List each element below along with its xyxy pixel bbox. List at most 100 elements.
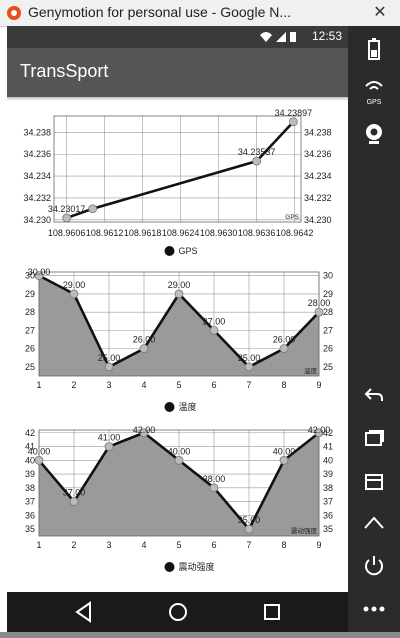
data-point (62, 213, 72, 223)
battery-widget-button[interactable] (348, 38, 400, 67)
x-tick-label: 1 (36, 540, 41, 550)
data-point (244, 362, 254, 372)
x-tick-label: 3 (106, 380, 111, 390)
y-tick-label-right: 35 (323, 524, 333, 534)
data-label: 40.00 (28, 446, 51, 456)
y-tick-label-left: 28 (25, 307, 35, 317)
x-tick-label: 6 (211, 380, 216, 390)
data-point (288, 117, 298, 127)
data-label: 26.00 (133, 335, 156, 345)
x-tick-label: 108.9618 (124, 228, 162, 238)
webcam-icon (366, 124, 382, 144)
sidebar-back-button[interactable] (348, 386, 400, 409)
legend-label: GPS (179, 246, 198, 256)
y-tick-label-left: 29 (25, 289, 35, 299)
window-close-button[interactable]: ✕ (373, 4, 387, 21)
data-label: 26.00 (273, 335, 296, 345)
y-tick-label-left: 25 (25, 362, 35, 372)
data-point (252, 156, 262, 166)
y-tick-label-right: 38 (323, 483, 333, 493)
data-point (34, 271, 44, 281)
home-icon[interactable] (165, 600, 191, 624)
data-label: 29.00 (168, 280, 191, 290)
x-tick-label: 5 (176, 540, 181, 550)
data-point (34, 455, 44, 465)
legend-label: 震动强度 (179, 561, 215, 572)
webcam-widget-button[interactable] (348, 122, 400, 151)
y-tick-label-left: 35 (25, 524, 35, 534)
y-tick-label-right: 27 (323, 325, 333, 335)
sidebar-power-button[interactable] (348, 554, 400, 583)
genymotion-sidebar: GPS (348, 26, 400, 638)
sidebar-recent-button[interactable] (348, 428, 400, 453)
x-tick-label: 108.9642 (276, 228, 314, 238)
x-tick-label: 5 (176, 380, 181, 390)
x-tick-label: 108.9636 (238, 228, 276, 238)
y-tick-label-right: 25 (323, 362, 333, 372)
data-label: 42.00 (133, 425, 156, 435)
gps-widget-button[interactable]: GPS (348, 80, 400, 106)
data-label: 29.00 (63, 280, 86, 290)
data-label: 34.23017 (48, 204, 86, 214)
x-tick-label: 6 (211, 540, 216, 550)
x-tick-label: 2 (71, 540, 76, 550)
data-label: 30.00 (28, 267, 51, 277)
y-tick-label-left: 34.234 (23, 171, 51, 181)
y-tick-label-left: 26 (25, 344, 35, 354)
y-tick-label-left: 34.236 (23, 149, 51, 159)
x-tick-label: 108.9624 (162, 228, 200, 238)
y-tick-label-right: 34.234 (304, 171, 332, 181)
x-tick-label: 7 (246, 540, 251, 550)
y-tick-label-left: 30 (25, 271, 35, 281)
back-icon[interactable] (71, 600, 97, 624)
y-tick-label-right: 37 (323, 497, 333, 507)
data-label: 40.00 (168, 446, 191, 456)
y-tick-label-left: 39 (25, 469, 35, 479)
sidebar-menu-button[interactable] (348, 472, 400, 497)
temperature-chart: 30.00 29.00 25.00 26.00 29.00 27.00 25.00 26.00… (7, 266, 348, 422)
x-tick-label: 9 (316, 380, 321, 390)
android-status-bar: 12:53 (7, 26, 348, 48)
y-tick-label-right: 34.236 (304, 149, 332, 159)
gps-widget-label: GPS (366, 99, 382, 106)
desktop-taskbar (0, 632, 400, 638)
area-fill (39, 275, 319, 376)
vibration-chart-svg: 40.00 37.00 41.00 42.00 40.00 38.00 35.00 40.00… (25, 425, 333, 572)
sidebar-recent-icon (365, 430, 384, 446)
data-point (174, 455, 184, 465)
series-corner-label: GPS (285, 214, 299, 221)
y-tick-label-right: 42 (323, 428, 333, 438)
y-tick-label-left: 27 (25, 325, 35, 335)
recent-apps-icon[interactable] (259, 600, 285, 624)
data-point (88, 204, 98, 214)
sidebar-home-icon (364, 516, 384, 529)
data-label: 41.00 (98, 433, 121, 443)
y-tick-label-right: 34.232 (304, 193, 332, 203)
y-tick-label-left: 34.238 (23, 127, 51, 137)
y-tick-label-left: 37 (25, 497, 35, 507)
signal-icon (276, 32, 286, 42)
area-fill (39, 432, 319, 536)
genymotion-app-icon (7, 6, 21, 20)
sidebar-home-button[interactable] (348, 514, 400, 537)
y-tick-label-right: 36 (323, 510, 333, 520)
data-point (139, 344, 149, 354)
vibration-chart: 40.00 37.00 41.00 42.00 40.00 38.00 35.00 40.00… (7, 424, 348, 582)
data-point (104, 362, 114, 372)
x-tick-label: 2 (71, 380, 76, 390)
data-point (314, 428, 324, 438)
power-icon (365, 556, 383, 576)
battery-widget-icon (368, 38, 380, 60)
data-point (279, 455, 289, 465)
sidebar-more-button[interactable] (348, 600, 400, 618)
legend-marker (164, 562, 175, 572)
data-point (139, 428, 149, 438)
y-tick-label-right: 41 (323, 442, 333, 452)
data-label: 35.00 (238, 515, 261, 525)
y-tick-label-left: 40 (25, 455, 35, 465)
x-tick-label: 108.9630 (200, 228, 238, 238)
gps-chart-svg: 34.23017 34.23537 34.23897 34.230 34.230 34.2… (23, 108, 332, 256)
series-line (66, 120, 295, 220)
data-point (209, 483, 219, 493)
y-tick-label-right: 39 (323, 469, 333, 479)
